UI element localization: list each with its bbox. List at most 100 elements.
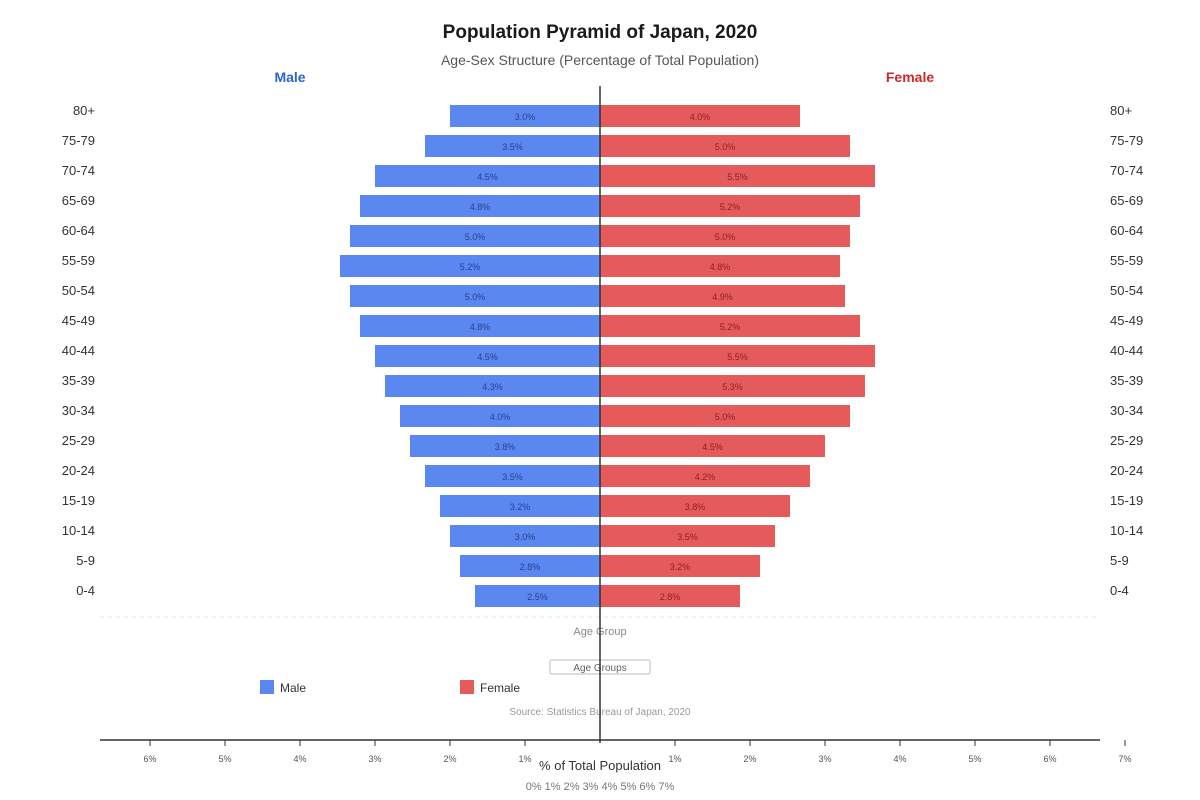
chart-title: Population Pyramid of Japan, 2020 (442, 22, 758, 43)
female-bar (600, 585, 740, 607)
legend-swatch-female (460, 680, 474, 694)
female-bar (600, 165, 875, 187)
x-axis-tick-label-right: 6% (1043, 754, 1056, 764)
male-bar-value-label: 3.0% (515, 112, 536, 122)
age-group-label-left: 20-24 (62, 463, 95, 478)
male-bar (350, 285, 600, 307)
male-bar-value-label: 3.2% (510, 502, 531, 512)
male-bar-value-label: 2.5% (527, 592, 548, 602)
male-bar (425, 135, 600, 157)
female-bar (600, 285, 845, 307)
x-axis-tick-label-right: 3% (818, 754, 831, 764)
female-bar (600, 315, 860, 337)
male-bar (385, 375, 600, 397)
male-bar (425, 465, 600, 487)
male-bar-value-label: 5.0% (465, 232, 486, 242)
x-axis-tick-label-left: 1% (518, 754, 531, 764)
female-bar-value-label: 5.0% (715, 412, 736, 422)
age-group-label-left: 15-19 (62, 493, 95, 508)
male-bar (340, 255, 600, 277)
x-axis-tick-label-left: 6% (143, 754, 156, 764)
female-bar-value-label: 4.2% (695, 472, 716, 482)
age-group-label-right: 35-39 (1110, 373, 1143, 388)
male-bar-value-label: 4.8% (470, 322, 491, 332)
female-bar (600, 105, 800, 127)
x-axis-tick-text-row: 0% 1% 2% 3% 4% 5% 6% 7% (526, 781, 675, 793)
male-bar-value-label: 3.8% (495, 442, 516, 452)
age-group-label-left: 35-39 (62, 373, 95, 388)
age-group-label-left: 30-34 (62, 403, 95, 418)
age-group-label-left: 10-14 (62, 523, 95, 538)
male-bar-value-label: 4.5% (477, 352, 498, 362)
female-bar (600, 345, 875, 367)
female-bar (600, 255, 840, 277)
x-axis-tick-label-right: 7% (1118, 754, 1131, 764)
x-axis-tick-label-left: 2% (443, 754, 456, 764)
age-group-label-left: 50-54 (62, 283, 95, 298)
male-bar (460, 555, 600, 577)
female-bar-value-label: 3.2% (670, 562, 691, 572)
age-group-label-right: 10-14 (1110, 523, 1143, 538)
female-bar-value-label: 5.0% (715, 142, 736, 152)
female-side-header: Female (886, 69, 934, 85)
male-bar (375, 165, 600, 187)
male-bar-value-label: 4.3% (482, 382, 503, 392)
female-bar-value-label: 5.3% (722, 382, 743, 392)
male-bar (440, 495, 600, 517)
female-bar-value-label: 4.8% (710, 262, 731, 272)
legend-label-male: Male (280, 681, 306, 695)
female-bar-value-label: 3.8% (685, 502, 706, 512)
female-bar-value-label: 2.8% (660, 592, 681, 602)
female-bar (600, 405, 850, 427)
age-group-label-left: 60-64 (62, 223, 95, 238)
male-bar-value-label: 4.5% (477, 172, 498, 182)
age-group-label-right: 0-4 (1110, 583, 1129, 598)
male-bar (475, 585, 600, 607)
male-bar (360, 315, 600, 337)
age-group-label-right: 75-79 (1110, 133, 1143, 148)
age-group-label-left: 65-69 (62, 193, 95, 208)
age-group-label-left: 25-29 (62, 433, 95, 448)
female-bar (600, 195, 860, 217)
female-bar-value-label: 4.0% (690, 112, 711, 122)
age-group-label-right: 30-34 (1110, 403, 1143, 418)
male-bar (375, 345, 600, 367)
female-bar-value-label: 5.5% (727, 352, 748, 362)
x-axis-tick-label-right: 4% (893, 754, 906, 764)
age-group-label-right: 80+ (1110, 103, 1132, 118)
female-bar-value-label: 3.5% (677, 532, 698, 542)
legend-swatch-male (260, 680, 274, 694)
male-side-header: Male (274, 69, 305, 85)
male-bar-value-label: 3.5% (502, 142, 523, 152)
age-group-label-left: 75-79 (62, 133, 95, 148)
male-bar (410, 435, 600, 457)
female-bar-value-label: 5.2% (720, 322, 741, 332)
age-group-label-left: 0-4 (76, 583, 95, 598)
age-group-label-right: 55-59 (1110, 253, 1143, 268)
age-group-label-right: 40-44 (1110, 343, 1143, 358)
age-group-label-left: 5-9 (76, 553, 95, 568)
age-group-label-right: 5-9 (1110, 553, 1129, 568)
female-bar-value-label: 5.5% (727, 172, 748, 182)
x-axis-tick-label-right: 5% (968, 754, 981, 764)
male-bar (450, 525, 600, 547)
female-bar-value-label: 4.5% (702, 442, 723, 452)
female-bar (600, 555, 760, 577)
x-axis-tick-label-left: 3% (368, 754, 381, 764)
age-group-label-right: 20-24 (1110, 463, 1143, 478)
age-group-label-left: 80+ (73, 103, 95, 118)
age-group-label-left: 55-59 (62, 253, 95, 268)
female-bar (600, 435, 825, 457)
age-group-label-right: 65-69 (1110, 193, 1143, 208)
x-axis-tick-label-left: 4% (293, 754, 306, 764)
x-axis-tick-label-right: 2% (743, 754, 756, 764)
female-bar (600, 225, 850, 247)
male-bar (400, 405, 600, 427)
age-group-label-right: 15-19 (1110, 493, 1143, 508)
male-bar-value-label: 4.8% (470, 202, 491, 212)
age-group-label-right: 60-64 (1110, 223, 1143, 238)
age-group-label-right: 70-74 (1110, 163, 1143, 178)
male-bar-value-label: 3.5% (502, 472, 523, 482)
female-bar (600, 465, 810, 487)
